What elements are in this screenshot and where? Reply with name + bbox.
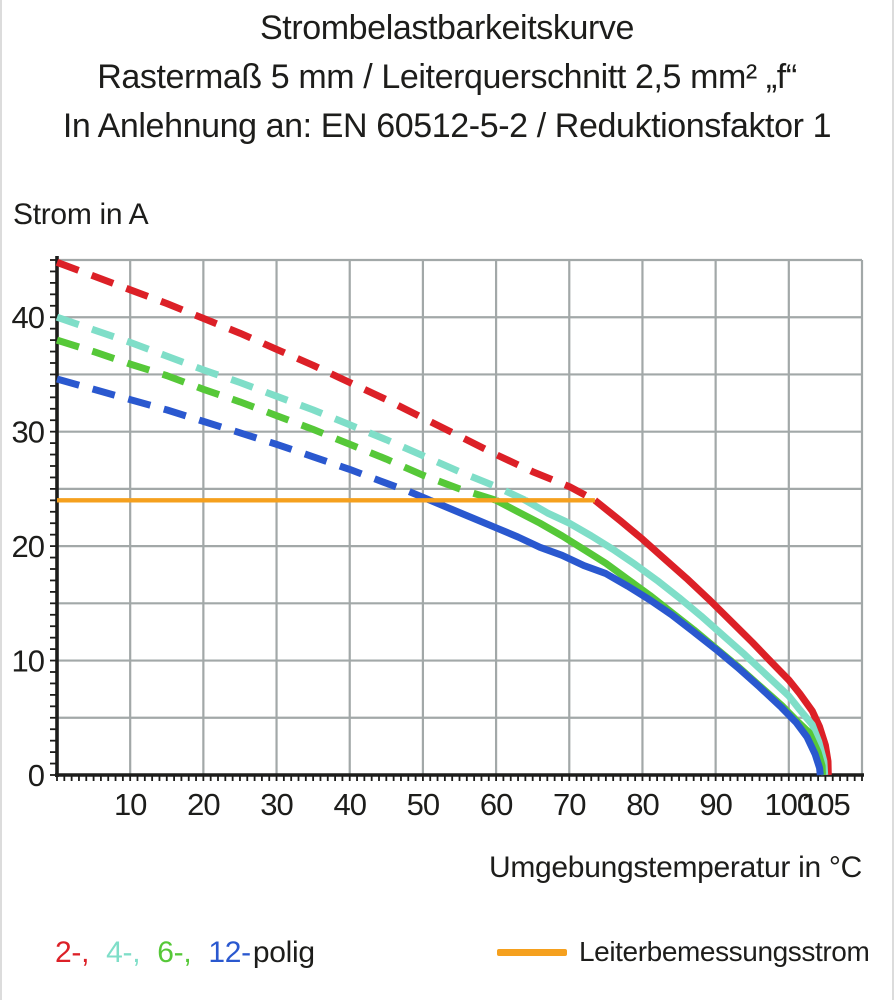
curve-2-polig-dashed xyxy=(55,259,597,504)
x-tick-label: 70 xyxy=(553,787,586,822)
x-tick-label: 105 xyxy=(801,787,850,822)
curve-2-polig-solid xyxy=(592,497,832,776)
x-tick-label: 50 xyxy=(407,787,440,822)
curve-12-polig-dashed xyxy=(56,375,432,504)
y-tick-label: 0 xyxy=(28,758,45,793)
legend-poles: 2-, 4-, 6-, 12- polig xyxy=(55,936,332,970)
y-tick-label: 10 xyxy=(12,644,45,679)
legend-item-2-polig: 2-, xyxy=(55,936,90,969)
x-tick-label: 40 xyxy=(333,787,366,822)
y-tick-label: 30 xyxy=(12,415,45,450)
rated-current-swatch xyxy=(497,948,567,956)
y-axis-label: Strom in A xyxy=(13,198,149,231)
rated-current-label: Leiterbemessungsstrom xyxy=(579,936,870,967)
x-tick-label: 10 xyxy=(114,787,147,822)
legend-item-polig-suffix: polig xyxy=(252,936,315,969)
y-tick-label: 20 xyxy=(12,529,45,564)
x-tick-label: 90 xyxy=(699,787,732,822)
legend-item-6-polig: 6-, xyxy=(157,936,192,969)
chart-title-line2: Rastermaß 5 mm / Leiterquerschnitt 2,5 m… xyxy=(97,58,797,96)
curve-6-polig-solid xyxy=(494,497,826,776)
legend-item-12-polig: 12- xyxy=(208,936,251,969)
chart-title-line3: In Anlehnung an: EN 60512-5-2 / Reduktio… xyxy=(62,107,832,145)
curve-6-polig-dashed xyxy=(55,336,498,504)
curve-4-polig-solid xyxy=(523,497,829,776)
x-tick-label: 60 xyxy=(480,787,513,822)
x-tick-label: 30 xyxy=(260,787,293,822)
x-tick-label: 100 xyxy=(764,787,813,822)
chart-title-line1: Strombelastbarkeitskurve xyxy=(260,9,634,47)
chart-title: Strombelastbarkeitskurve Rastermaß 5 mm … xyxy=(0,4,894,151)
x-tick-label: 20 xyxy=(187,787,220,822)
curve-4-polig-dashed xyxy=(55,313,527,504)
legend-item-4-polig: 4-, xyxy=(106,936,141,969)
legend-rated-current: Leiterbemessungsstrom xyxy=(497,936,870,968)
y-tick-label: 40 xyxy=(12,300,45,335)
curve-12-polig-solid xyxy=(428,497,824,776)
x-axis-label: Umgebungstemperatur in °C xyxy=(488,851,862,884)
x-tick-label: 80 xyxy=(626,787,659,822)
